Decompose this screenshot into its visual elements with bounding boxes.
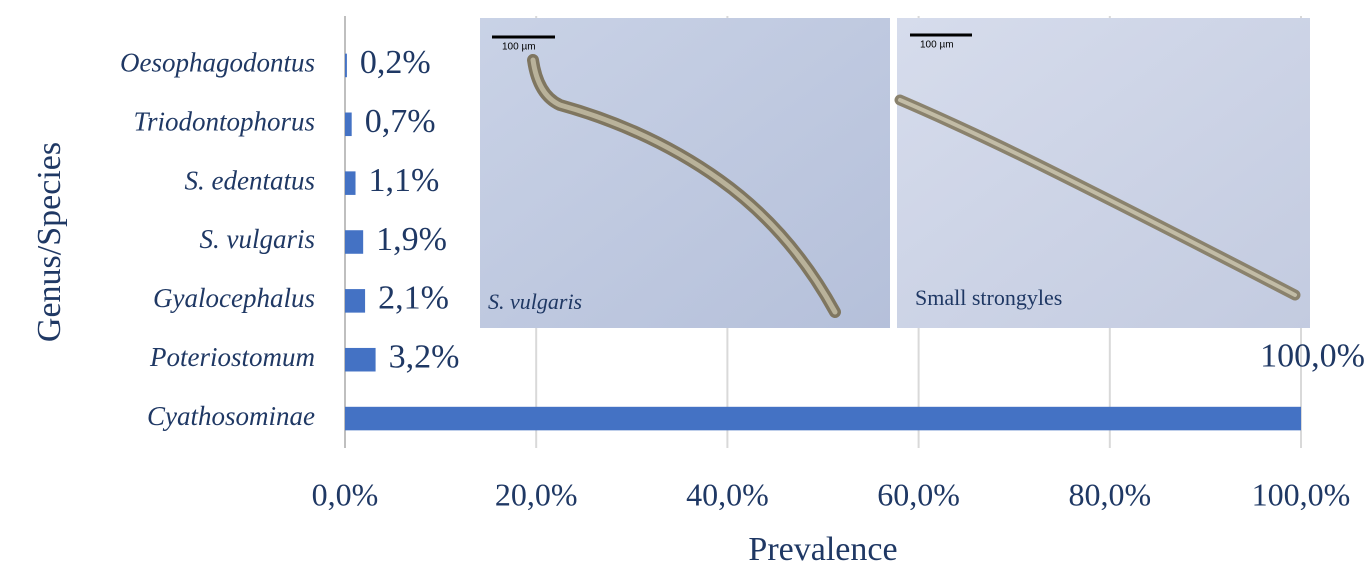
y-tick-label: Gyalocephalus xyxy=(153,283,315,313)
x-tick-label: 60,0% xyxy=(877,476,960,512)
x-tick-label: 40,0% xyxy=(686,476,769,512)
inset-image: 100 µm S. vulgaris xyxy=(480,18,890,328)
y-tick-label: Triodontophorus xyxy=(133,106,315,136)
bar xyxy=(345,289,365,313)
bar xyxy=(345,407,1301,431)
x-tick-label: 100,0% xyxy=(1252,476,1351,512)
x-axis-title: Prevalence xyxy=(748,531,897,568)
x-tick-label: 80,0% xyxy=(1068,476,1151,512)
value-label: 100,0% xyxy=(1260,337,1365,374)
bar xyxy=(345,230,363,254)
inset-caption: Small strongyles xyxy=(915,285,1062,310)
y-tick-label: S. vulgaris xyxy=(199,224,315,254)
value-label: 3,2% xyxy=(389,339,460,376)
value-label: 2,1% xyxy=(378,280,449,317)
value-label: 1,1% xyxy=(369,162,440,199)
x-tick-label: 20,0% xyxy=(495,476,578,512)
x-tick-label: 0,0% xyxy=(312,476,379,512)
value-label: 1,9% xyxy=(376,221,447,258)
inset-caption: S. vulgaris xyxy=(488,289,582,314)
inset-image: 100 µm Small strongyles xyxy=(897,18,1310,328)
value-label: 0,7% xyxy=(365,103,436,140)
bar xyxy=(345,113,352,137)
y-axis-title: Genus/Species xyxy=(31,142,68,342)
bar xyxy=(345,171,356,195)
scale-label: 100 µm xyxy=(502,42,536,53)
micrograph xyxy=(480,18,890,328)
bar xyxy=(345,54,347,78)
y-tick-label: Oesophagodontus xyxy=(120,48,315,78)
scale-label: 100 µm xyxy=(920,40,954,51)
y-tick-label: S. edentatus xyxy=(185,165,315,195)
micrograph xyxy=(897,18,1310,328)
chart: 0,0% 20,0% 40,0% 60,0% 80,0% 100,0% Oesophagod… xyxy=(0,0,1370,572)
value-label: 0,2% xyxy=(360,44,431,81)
y-tick-label: Poteriostomum xyxy=(149,342,315,372)
bar xyxy=(345,348,376,372)
y-tick-label: Cyathosominae xyxy=(147,401,315,431)
